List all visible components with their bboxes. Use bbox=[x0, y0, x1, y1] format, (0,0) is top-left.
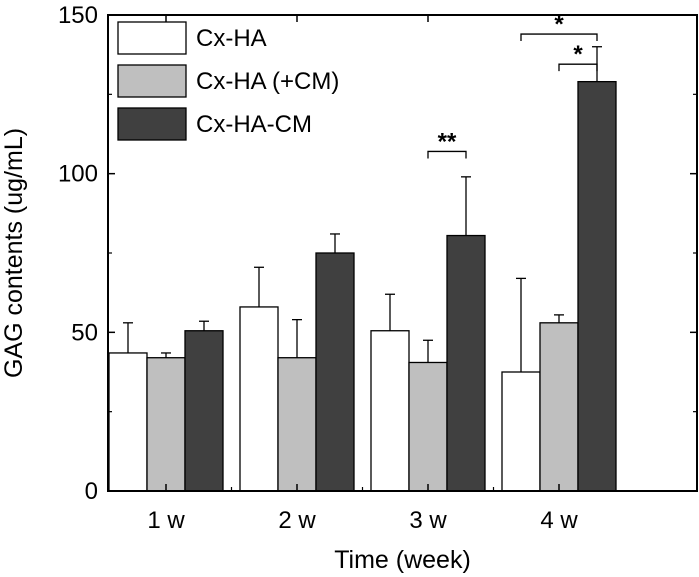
bar bbox=[539, 322, 579, 492]
ticks-layer: 0 50 100 150 1 w 2 w 3 w 4 w bbox=[58, 2, 697, 534]
significance-bracket bbox=[520, 33, 598, 42]
significance-label: * bbox=[554, 11, 564, 38]
x-tick-label: 4 w bbox=[540, 507, 578, 534]
significance-layer: **** bbox=[427, 11, 598, 159]
bar bbox=[315, 252, 355, 492]
y-tick-label: 0 bbox=[85, 478, 98, 505]
x-tick-label: 2 w bbox=[278, 507, 316, 534]
y-tick-label: 50 bbox=[71, 319, 98, 346]
bar bbox=[277, 357, 317, 492]
legend-label: Cx-HA-CM bbox=[196, 111, 312, 138]
y-tick-label: 100 bbox=[58, 161, 98, 188]
bar bbox=[184, 330, 224, 492]
bar bbox=[108, 352, 148, 492]
bar bbox=[501, 371, 541, 492]
legend-label: Cx-HA (+CM) bbox=[196, 68, 339, 95]
bar bbox=[146, 357, 186, 492]
legend-swatch bbox=[117, 107, 187, 141]
y-axis-title: GAG contents (ug/mL) bbox=[0, 128, 28, 378]
error-bars-layer bbox=[123, 46, 602, 372]
legend: Cx-HA Cx-HA (+CM) Cx-HA-CM bbox=[117, 21, 339, 141]
significance-bracket bbox=[427, 150, 467, 159]
bar bbox=[370, 330, 410, 492]
legend-label: Cx-HA bbox=[196, 25, 267, 52]
x-axis-title: Time (week) bbox=[334, 546, 471, 574]
y-tick-label: 150 bbox=[58, 2, 98, 29]
bar bbox=[239, 306, 279, 492]
significance-label: * bbox=[573, 41, 583, 68]
bar bbox=[577, 80, 617, 492]
legend-swatch bbox=[117, 64, 187, 98]
bar bbox=[408, 361, 448, 492]
bars-layer bbox=[108, 80, 617, 492]
legend-swatch bbox=[117, 21, 187, 55]
x-tick-label: 3 w bbox=[409, 507, 447, 534]
bar bbox=[446, 234, 486, 492]
significance-label: ** bbox=[438, 128, 457, 155]
significance-bracket bbox=[558, 63, 598, 72]
x-tick-label: 1 w bbox=[147, 507, 185, 534]
